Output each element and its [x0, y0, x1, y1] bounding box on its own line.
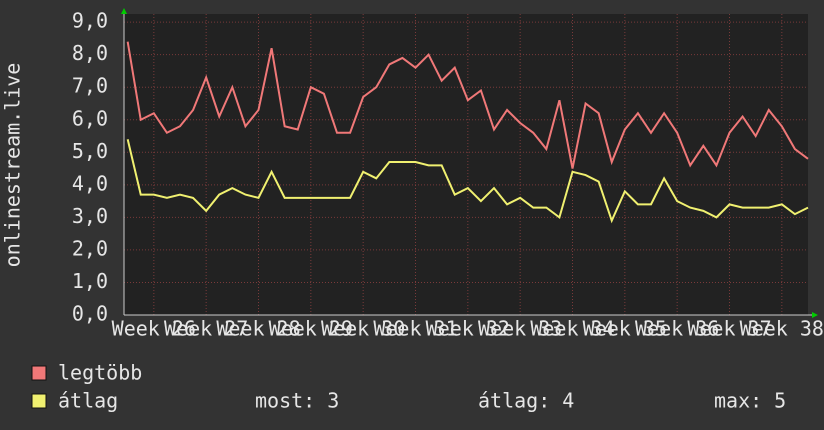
series-line: [126, 139, 809, 224]
legend-swatch: [31, 393, 47, 409]
y-tick-label: 6,0: [72, 106, 108, 130]
x-tick-label: Week 28: [216, 317, 300, 341]
stat-value: 5: [774, 389, 786, 413]
x-tick-label: Week 37: [687, 317, 771, 341]
y-tick-label: 5,0: [72, 139, 108, 163]
x-tick-label: Week 38: [740, 317, 824, 341]
y-tick-label: 0,0: [72, 302, 108, 326]
stat-value: 4: [562, 389, 574, 413]
plot-area: [124, 14, 808, 315]
x-tick-label: Week 36: [635, 317, 719, 341]
y-tick-label: 3,0: [72, 204, 108, 228]
y-arrow: [121, 8, 127, 14]
x-tick-label: Week 29: [269, 317, 353, 341]
stat-value: 3: [327, 389, 339, 413]
stat-label: átlag:: [478, 389, 550, 413]
y-tick-label: 8,0: [72, 41, 108, 65]
stat-label: max:: [714, 389, 762, 413]
x-tick-label: Week 27: [164, 317, 248, 341]
y-tick-label: 9,0: [72, 9, 108, 33]
x-tick-label: Week 32: [426, 317, 510, 341]
series-line: [126, 41, 809, 169]
legend-label: legtöbb: [58, 361, 142, 385]
x-arrow: [812, 312, 818, 318]
stat-label: most:: [255, 389, 315, 413]
y-tick-label: 2,0: [72, 236, 108, 260]
y-tick-label: 1,0: [72, 269, 108, 293]
x-tick-label: Week 30: [321, 317, 405, 341]
x-tick-label: Week 31: [373, 317, 457, 341]
x-tick-label: Week 34: [530, 317, 614, 341]
y-axis-title: onlinestream.live: [1, 63, 25, 268]
y-tick-label: 7,0: [72, 74, 108, 98]
legend-label: átlag: [58, 389, 118, 413]
y-tick-label: 4,0: [72, 171, 108, 195]
x-tick-label: Week 26: [112, 317, 196, 341]
x-tick-label: Week 35: [583, 317, 667, 341]
x-tick-label: Week 33: [478, 317, 562, 341]
legend-swatch: [31, 365, 47, 381]
